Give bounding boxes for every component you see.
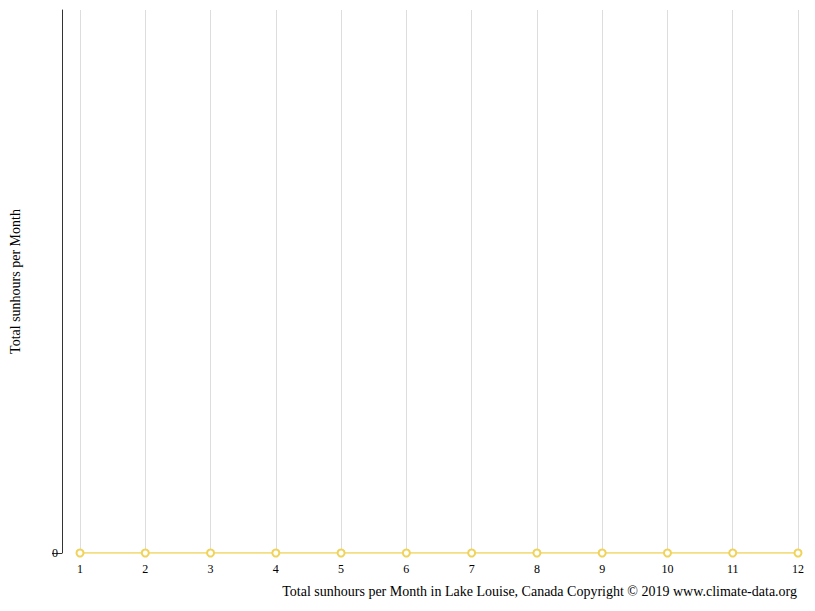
- svg-text:5: 5: [338, 562, 344, 576]
- svg-text:0: 0: [52, 546, 58, 560]
- svg-text:Total sunhours per Month in La: Total sunhours per Month in Lake Louise,…: [282, 584, 797, 599]
- svg-text:7: 7: [469, 562, 475, 576]
- svg-text:Total sunhours per Month: Total sunhours per Month: [8, 209, 23, 354]
- svg-text:8: 8: [534, 562, 540, 576]
- svg-text:1: 1: [77, 562, 83, 576]
- svg-text:9: 9: [599, 562, 605, 576]
- svg-text:12: 12: [792, 562, 804, 576]
- svg-text:3: 3: [208, 562, 214, 576]
- svg-text:2: 2: [142, 562, 148, 576]
- svg-text:10: 10: [661, 562, 673, 576]
- svg-text:6: 6: [403, 562, 409, 576]
- svg-text:11: 11: [727, 562, 739, 576]
- svg-text:4: 4: [273, 562, 279, 576]
